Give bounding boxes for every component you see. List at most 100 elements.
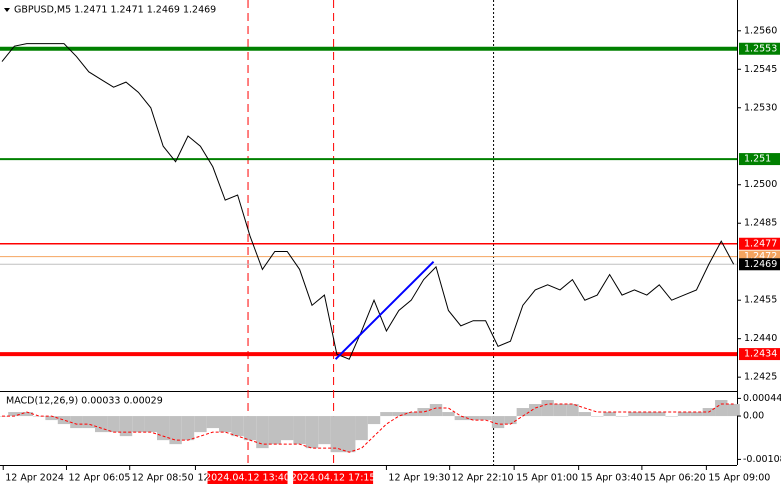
macd-bar [479,416,492,421]
macd-bar [156,416,170,441]
macd-bar [318,416,331,445]
macd-bar [653,412,666,417]
x-tick-label: 12 Apr 2024 [5,473,64,484]
macd-bar [553,404,567,417]
macd-bar [640,412,654,417]
macd-bar [20,412,33,417]
macd-bar [615,416,629,417]
macd-bar [181,416,195,441]
macd-bar [8,412,21,417]
macd-y-tick-label: -0.00108 [743,454,781,465]
y-tick-label: 1.2455 [744,295,777,306]
macd-bar [677,412,691,417]
level-label-box [739,348,780,361]
macd-bar [405,412,418,417]
macd-bar [367,416,381,425]
macd-bar [119,416,133,437]
macd-bar [355,416,368,441]
macd-bar [578,412,592,417]
signal-line [1,403,734,453]
trend-line [334,261,435,360]
x-tick-label: 15 Apr 03:40 [581,473,643,484]
macd-bar [529,404,542,417]
macd-bar [442,412,455,417]
price-line [1,43,735,360]
macd-bar [144,416,157,433]
x-tick-label: 15 Apr 06:20 [644,473,706,484]
macd-bar [715,400,728,417]
macd-bar [231,416,244,437]
macd-bar [70,416,83,429]
macd-title: MACD(12,26,9) 0.00033 0.00029 [6,396,163,407]
level-label: 1.2472 [744,251,777,262]
macd-bar [467,416,480,421]
macd-bar [57,416,71,425]
macd-bar [330,416,344,453]
macd-bar [541,400,554,417]
macd-bar [429,404,443,417]
x-tick-label: 12 Apr 19:30 [388,473,450,484]
macd-bar [417,408,430,417]
macd-bar [293,416,306,445]
level-label-box [739,42,780,55]
macd-bar [343,416,356,453]
macd-bar [32,416,46,417]
macd-bar [727,404,740,417]
macd-bar [169,416,182,445]
level-label: 1.2469 [744,259,777,270]
level-label: 1.251 [744,154,771,165]
y-tick-label: 1.2425 [744,372,777,383]
time-highlight-label: 2024.04.12 13:40 [205,473,290,484]
macd-bar [107,416,120,433]
y-tick-label: 1.2545 [744,64,777,75]
macd-bar [504,416,517,425]
level-label-box [739,258,780,271]
level-label: 1.2477 [744,238,777,249]
macd-bar [243,416,257,441]
time-highlight-label: 2024.04.12 17:15 [291,473,376,484]
y-tick-label: 1.2530 [744,102,777,113]
macd-bar [392,412,406,417]
macd-bar [603,412,616,417]
macd-bar [566,404,579,417]
macd-bar [82,416,95,429]
macd-bar [491,416,505,429]
macd-bar [94,416,108,433]
chart-title: GBPUSD,M5 1.2471 1.2471 1.2469 1.2469 [14,5,216,16]
macd-bar [206,416,220,429]
level-label-box [739,153,780,166]
level-label: 1.2434 [744,349,777,360]
x-tick-label: 12 Apr 08:50 [132,473,194,484]
macd-bar [454,416,468,421]
macd-bar [380,412,393,417]
y-tick-label: 1.2500 [744,179,777,190]
x-tick-label: 12 Apr 22:10 [452,473,514,484]
time-highlight-box [293,471,374,484]
macd-bar [194,416,207,433]
macd-bar [132,416,145,433]
macd-bar [305,416,319,449]
level-label-box [739,237,780,250]
macd-bar [281,416,294,441]
macd-bar [45,416,58,421]
macd-bar [690,412,703,417]
x-tick-label: 15 Apr 01:00 [516,473,578,484]
y-tick-label: 1.2485 [744,218,777,229]
time-highlight-box [207,471,288,484]
y-tick-label: 1.2560 [744,25,777,36]
title-icon [4,8,10,12]
macd-bar [268,416,282,445]
level-label: 1.2553 [744,43,777,54]
macd-bar [628,412,641,417]
x-tick-label: 12 [197,473,209,484]
macd-bar [516,408,530,417]
macd-bar [256,416,269,449]
macd-y-tick-label: 0.00 [743,411,764,422]
macd-bar [665,416,678,417]
x-tick-label: 15 Apr 09:00 [708,473,770,484]
macd-y-tick-label: 0.00044 [743,393,781,404]
macd-bar [219,416,232,433]
y-tick-label: 1.2440 [744,333,777,344]
macd-bar [591,416,604,417]
